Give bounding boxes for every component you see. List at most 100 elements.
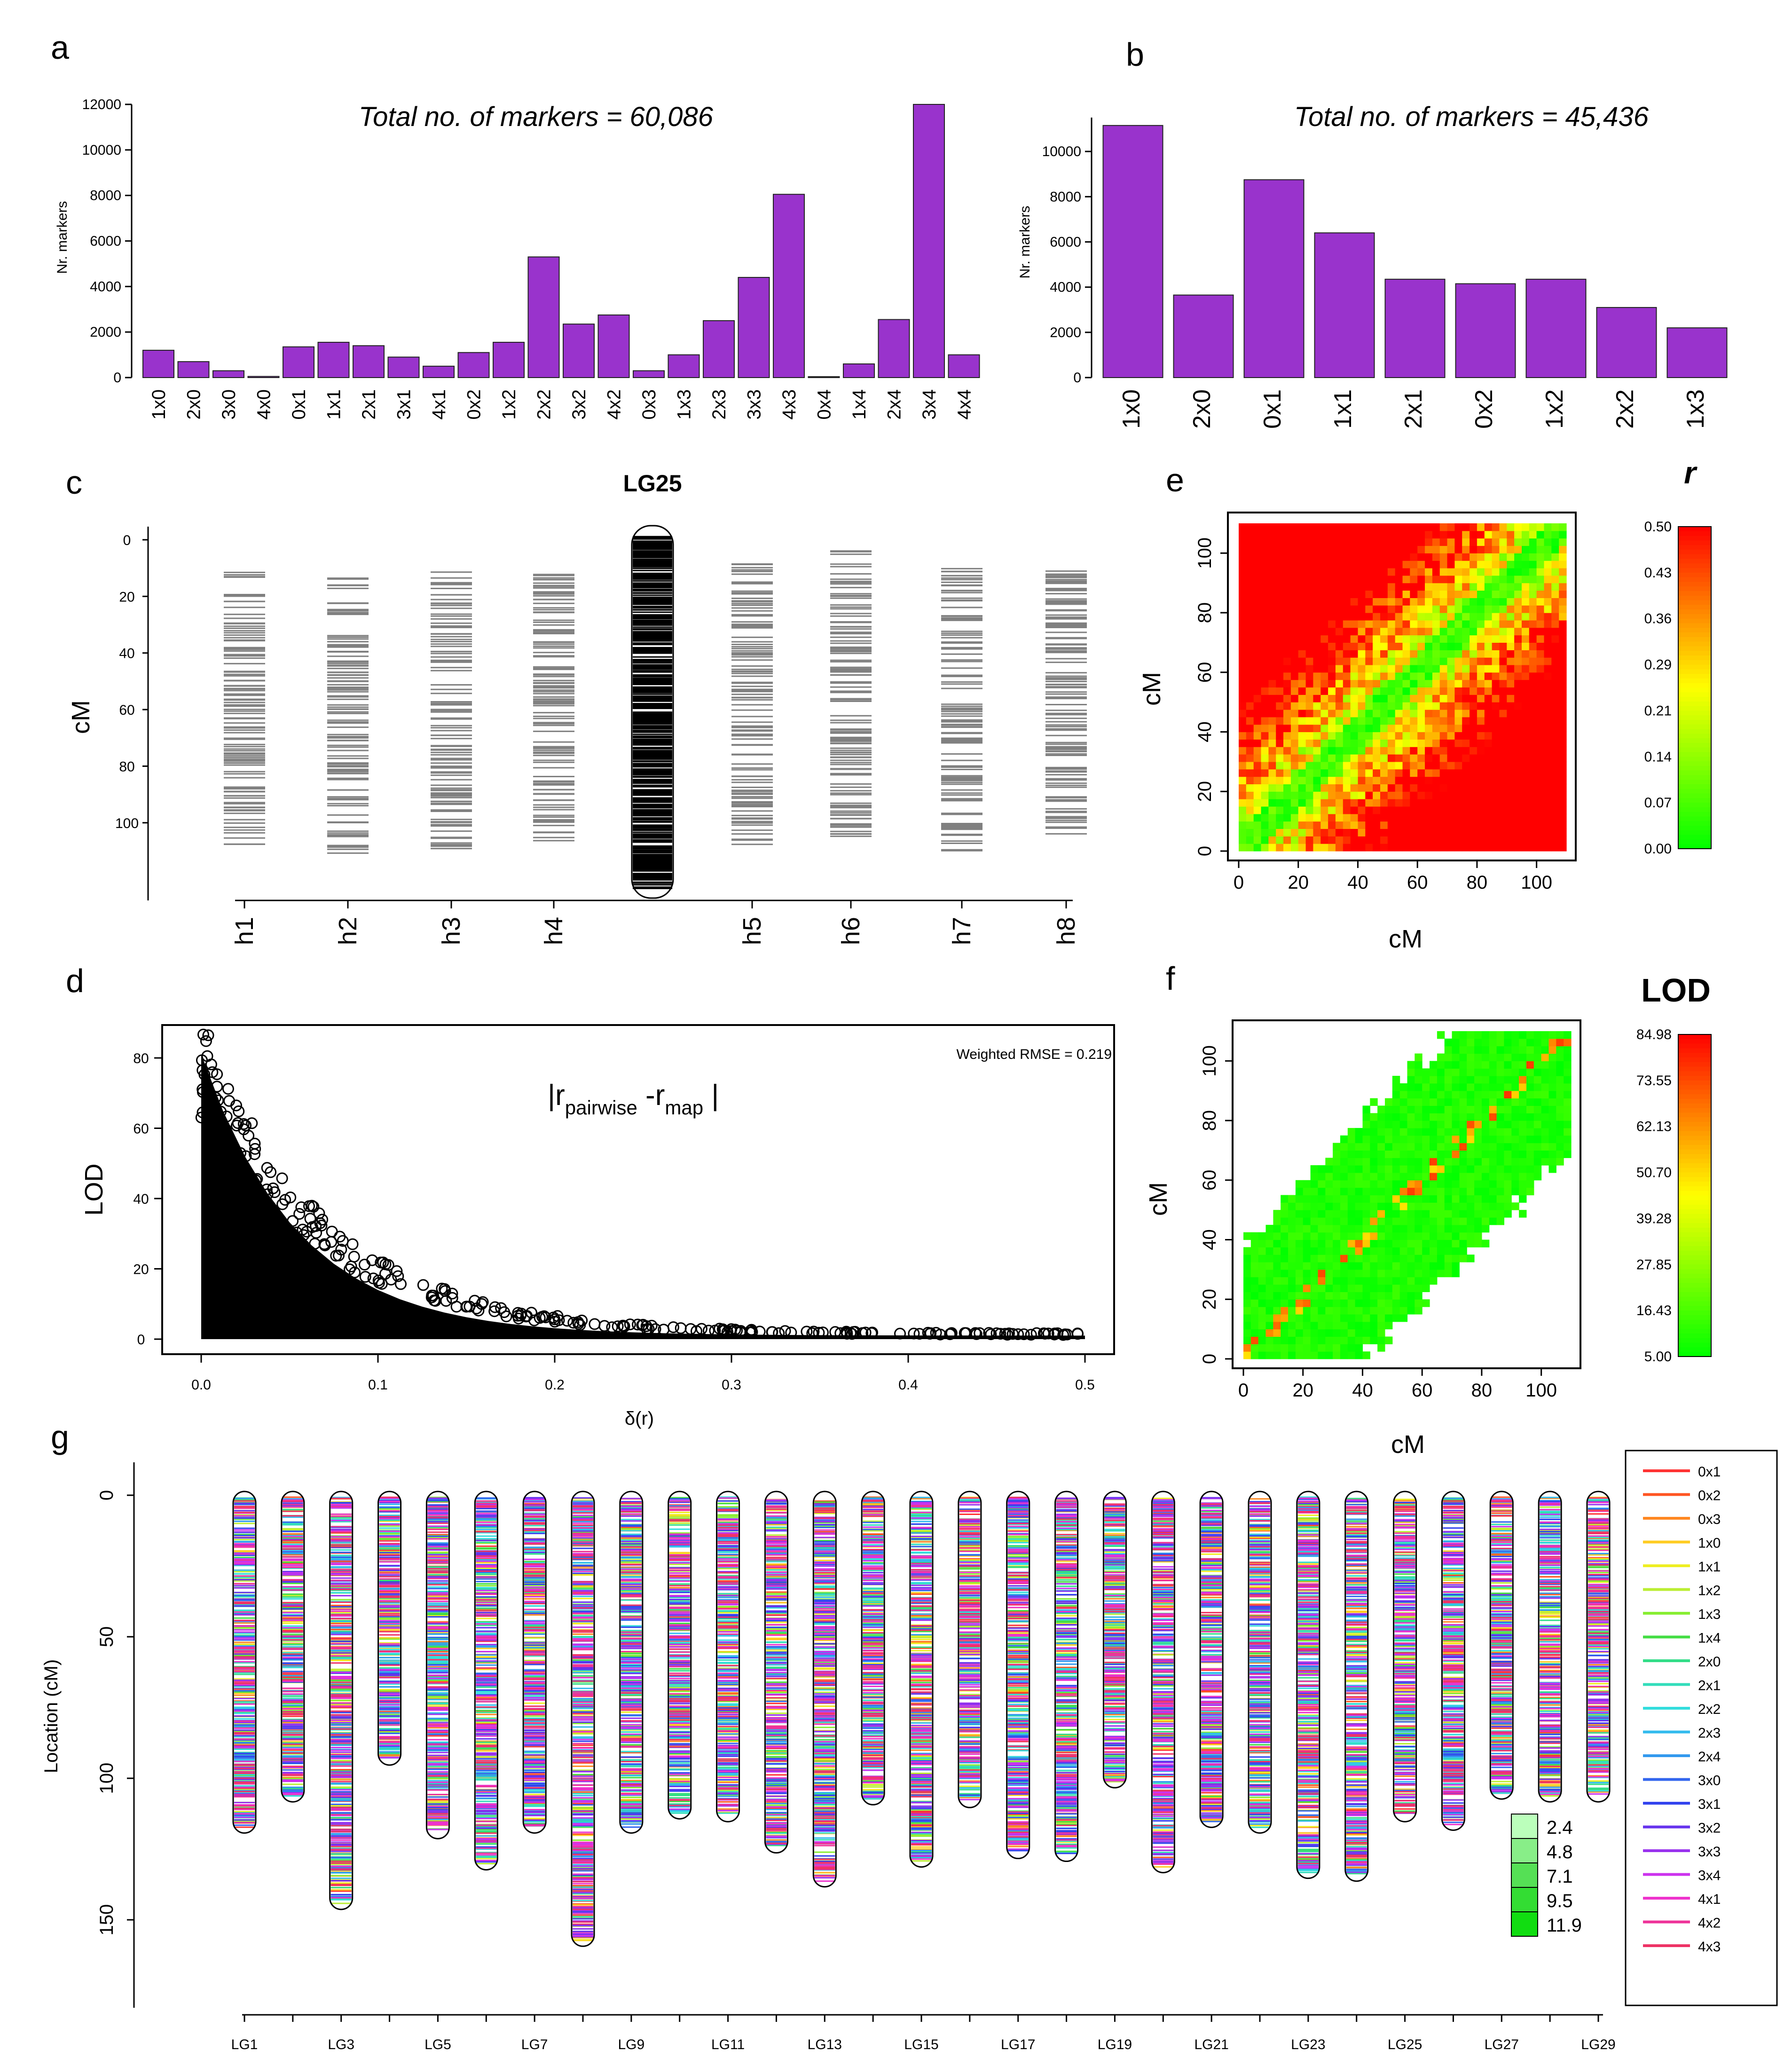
d-scatter-point (313, 1207, 325, 1219)
e-heat-cell (1499, 545, 1507, 553)
e-heat-cell (1343, 754, 1351, 762)
f-heat-cell (1392, 1165, 1400, 1173)
e-heat-cell (1239, 560, 1247, 568)
f-heat-cell (1474, 1143, 1482, 1151)
e-heat-cell (1335, 791, 1344, 799)
f-heat-cell (1504, 1038, 1512, 1047)
b-bar (1243, 179, 1305, 378)
f-heat-cell (1504, 1120, 1512, 1128)
c-haplotype-label: h6 (837, 917, 865, 945)
f-heat-cell (1295, 1217, 1304, 1225)
e-heat-cell (1305, 679, 1313, 688)
e-heat-cell (1387, 724, 1396, 733)
f-heat-cell (1459, 1135, 1467, 1144)
e-heat-cell (1447, 754, 1455, 762)
f-heat-cell (1556, 1143, 1564, 1151)
e-heat-cell (1410, 739, 1418, 747)
g-xtick-label: LG21 (1194, 2037, 1228, 2052)
e-heat-cell (1544, 828, 1552, 836)
f-heat-cell (1496, 1031, 1504, 1039)
e-heat-cell (1253, 605, 1262, 613)
f-heat-cell (1370, 1135, 1378, 1144)
e-heat-cell (1425, 724, 1433, 733)
LG27-outline (1489, 1491, 1514, 1800)
e-heat-cell (1402, 724, 1410, 733)
f-heat-cell (1474, 1217, 1482, 1225)
f-heat-cell (1392, 1307, 1400, 1315)
LG9-outline (619, 1491, 644, 1834)
e-heat-cell (1246, 739, 1254, 747)
f-heat-cell (1258, 1344, 1266, 1352)
e-heat-cell (1343, 694, 1351, 702)
LG29-outline (1586, 1491, 1611, 1803)
f-heat-cell (1407, 1150, 1415, 1158)
legend-label-2x1: 2x1 (1698, 1678, 1721, 1694)
e-heat-cell (1439, 747, 1448, 755)
e-heat-cell (1395, 702, 1403, 710)
f-heat-cell (1243, 1269, 1251, 1278)
d-ytick-label: 80 (133, 1051, 149, 1066)
e-heat-cell (1328, 687, 1336, 695)
d-scatter-point (779, 1325, 791, 1337)
f-heat-cell (1422, 1299, 1430, 1307)
f-heat-cell (1333, 1165, 1341, 1173)
e-heat-cell (1454, 650, 1462, 658)
f-heat-cell (1340, 1217, 1348, 1225)
e-heat-cell (1320, 613, 1328, 621)
e-heat-cell (1395, 642, 1403, 650)
f-heat-cell (1362, 1195, 1370, 1203)
legend-label-1x2: 1x2 (1698, 1583, 1721, 1599)
e-heat-cell (1551, 844, 1559, 852)
e-colorbar-step (1678, 540, 1711, 545)
e-heat-cell (1387, 754, 1396, 762)
e-heat-cell (1417, 598, 1425, 606)
LG8-outline (571, 1491, 595, 1947)
e-heat-cell (1328, 583, 1336, 591)
e-heat-cell (1425, 620, 1433, 628)
f-xtick-label: 80 (1471, 1380, 1493, 1401)
e-heat-cell (1276, 583, 1284, 591)
e-heat-cell (1454, 761, 1462, 770)
e-heat-cell (1387, 560, 1396, 568)
f-colorbar-label: 73.55 (1636, 1073, 1672, 1089)
lod-legend-label: 11.9 (1547, 1915, 1582, 1936)
f-heat-cell (1407, 1158, 1415, 1166)
e-heat-cell (1454, 672, 1462, 680)
e-heat-cell (1261, 665, 1269, 673)
f-heat-cell (1243, 1307, 1251, 1315)
f-heat-cell (1281, 1269, 1289, 1278)
e-heat-cell (1246, 694, 1254, 702)
e-heat-cell (1544, 575, 1552, 584)
e-heat-cell (1298, 724, 1306, 733)
e-heat-cell (1335, 650, 1344, 658)
f-heat-cell (1504, 1076, 1512, 1084)
f-heat-cell (1511, 1158, 1519, 1166)
e-heat-cell (1536, 545, 1544, 553)
e-heat-cell (1283, 590, 1291, 598)
f-heat-cell (1295, 1284, 1304, 1292)
e-heat-cell (1350, 635, 1358, 643)
e-heat-cell (1268, 754, 1276, 762)
LG14-markers (863, 1500, 884, 1779)
e-colorbar-step (1678, 697, 1711, 702)
f-colorbar-step (1678, 1195, 1711, 1201)
f-heat-cell (1407, 1090, 1415, 1099)
f-heat-cell (1526, 1031, 1534, 1039)
f-heat-cell (1362, 1217, 1370, 1225)
f-heat-cell (1526, 1180, 1534, 1188)
f-heat-cell (1474, 1180, 1482, 1188)
d-scatter-point (391, 1265, 403, 1277)
c-haplotype-label: h7 (948, 917, 976, 945)
f-heat-cell (1496, 1046, 1504, 1054)
e-heat-cell (1343, 620, 1351, 628)
a-bar (738, 276, 770, 379)
f-heat-cell (1377, 1277, 1385, 1285)
b-category-label: 2x2 (1611, 389, 1639, 429)
e-heat-cell (1551, 568, 1559, 576)
e-heat-cell (1350, 836, 1358, 844)
f-heat-cell (1437, 1083, 1445, 1091)
LG1-markers (234, 1507, 255, 1823)
panel-f-legend-title: LOD (1641, 972, 1711, 1009)
e-heat-cell (1522, 761, 1530, 770)
e-heat-cell (1529, 530, 1537, 539)
